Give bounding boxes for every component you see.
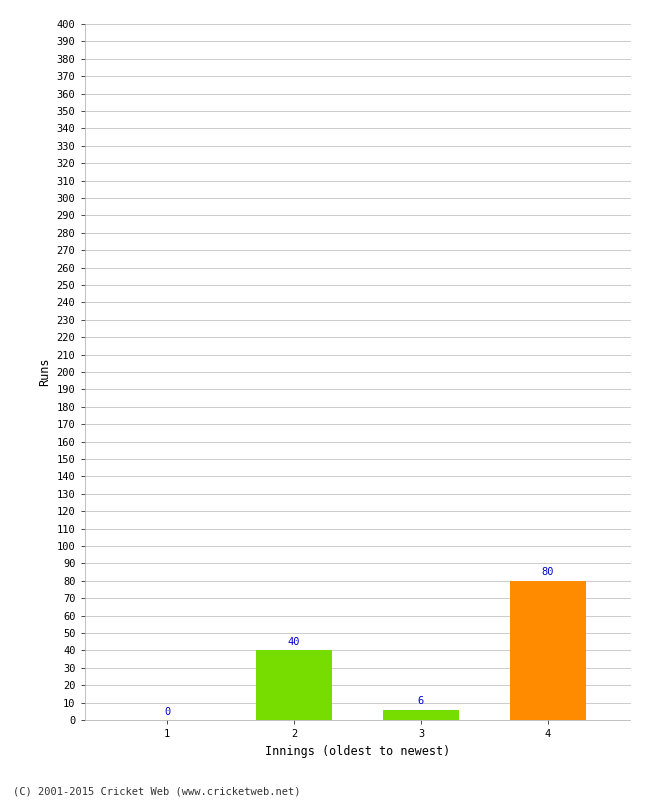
Text: 0: 0 [164, 706, 170, 717]
Bar [256, 650, 332, 720]
Text: 6: 6 [418, 696, 424, 706]
Text: 80: 80 [541, 567, 554, 578]
Text: 40: 40 [288, 637, 300, 647]
X-axis label: Innings (oldest to newest): Innings (oldest to newest) [265, 745, 450, 758]
Bar [510, 581, 586, 720]
Bar [383, 710, 459, 720]
Y-axis label: Runs: Runs [38, 358, 51, 386]
Text: (C) 2001-2015 Cricket Web (www.cricketweb.net): (C) 2001-2015 Cricket Web (www.cricketwe… [13, 786, 300, 796]
